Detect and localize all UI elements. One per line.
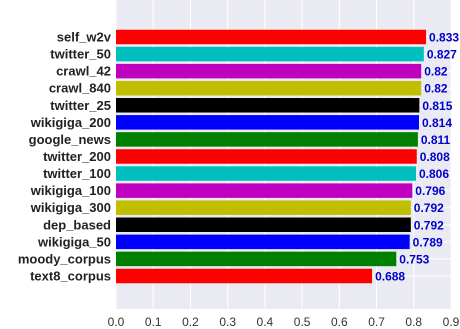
x-tick-label: 0.4 [257,315,274,329]
category-label: twitter_50 [50,47,111,62]
x-tick-labels: 0.0 0.1 0.2 0.3 0.4 0.5 0.6 0.7 0.8 0.9 [108,315,460,329]
bar-wikigiga_300 [116,200,411,215]
category-label: self_w2v [57,30,112,45]
category-label: twitter_100 [43,166,111,181]
x-tick-label: 0.8 [405,315,422,329]
value-label: 0.82 [424,65,448,79]
category-label: twitter_200 [43,149,111,164]
bar-google_news [116,132,418,147]
bar-wikigiga_200 [116,115,419,130]
x-tick-label: 0.5 [294,315,311,329]
value-label: 0.806 [419,167,449,181]
bar-self_w2v [116,29,427,45]
value-label: 0.814 [422,116,452,130]
value-label: 0.796 [415,184,445,198]
x-tick-label: 0.2 [182,315,199,329]
bar-twitter_50 [116,46,424,62]
category-label: wikigiga_300 [30,200,111,215]
category-label: dep_based [43,217,111,232]
bar-dep_based [116,217,411,233]
bar-text8_corpus [116,268,373,284]
bar-twitter_100 [116,166,417,181]
value-label: 0.792 [414,218,444,232]
category-label: moody_corpus [18,251,111,266]
bar-wikigiga_50 [116,234,410,250]
x-tick-label: 0.1 [145,315,162,329]
bars-group [116,29,427,284]
x-tick-label: 0.9 [443,315,460,329]
category-label: crawl_840 [49,81,111,96]
value-label: 0.833 [429,31,459,45]
category-label: wikigiga_200 [30,115,111,130]
bar-crawl_840 [116,80,422,96]
value-label: 0.808 [420,150,450,164]
bar-crawl_42 [116,63,422,79]
x-tick-label: 0.6 [331,315,348,329]
x-tick-label: 0.3 [219,315,236,329]
value-label: 0.815 [422,99,452,113]
category-label: wikigiga_100 [30,183,111,198]
value-label: 0.792 [414,201,444,215]
bar-moody_corpus [116,251,397,267]
category-label: wikigiga_50 [37,234,111,249]
bar-twitter_200 [116,149,417,164]
value-label: 0.688 [375,269,405,283]
x-tick-label: 0.0 [108,315,125,329]
category-label: text8_corpus [30,268,111,283]
value-label: 0.827 [427,48,457,62]
bar-twitter_25 [116,98,420,113]
category-label: crawl_42 [56,64,111,79]
value-label: 0.753 [399,252,429,266]
category-label: google_news [29,132,111,147]
value-label: 0.789 [413,235,443,249]
bar-wikigiga_100 [116,183,413,198]
value-labels: 0.833 0.827 0.82 0.82 0.815 0.814 0.811 0.808 0.… [375,31,459,284]
category-label: twitter_25 [50,98,111,113]
value-label: 0.811 [421,133,451,147]
category-labels: self_w2v twitter_50 crawl_42 crawl_840twitt… [18,30,112,284]
value-label: 0.82 [424,82,448,96]
x-tick-label: 0.7 [368,315,385,329]
